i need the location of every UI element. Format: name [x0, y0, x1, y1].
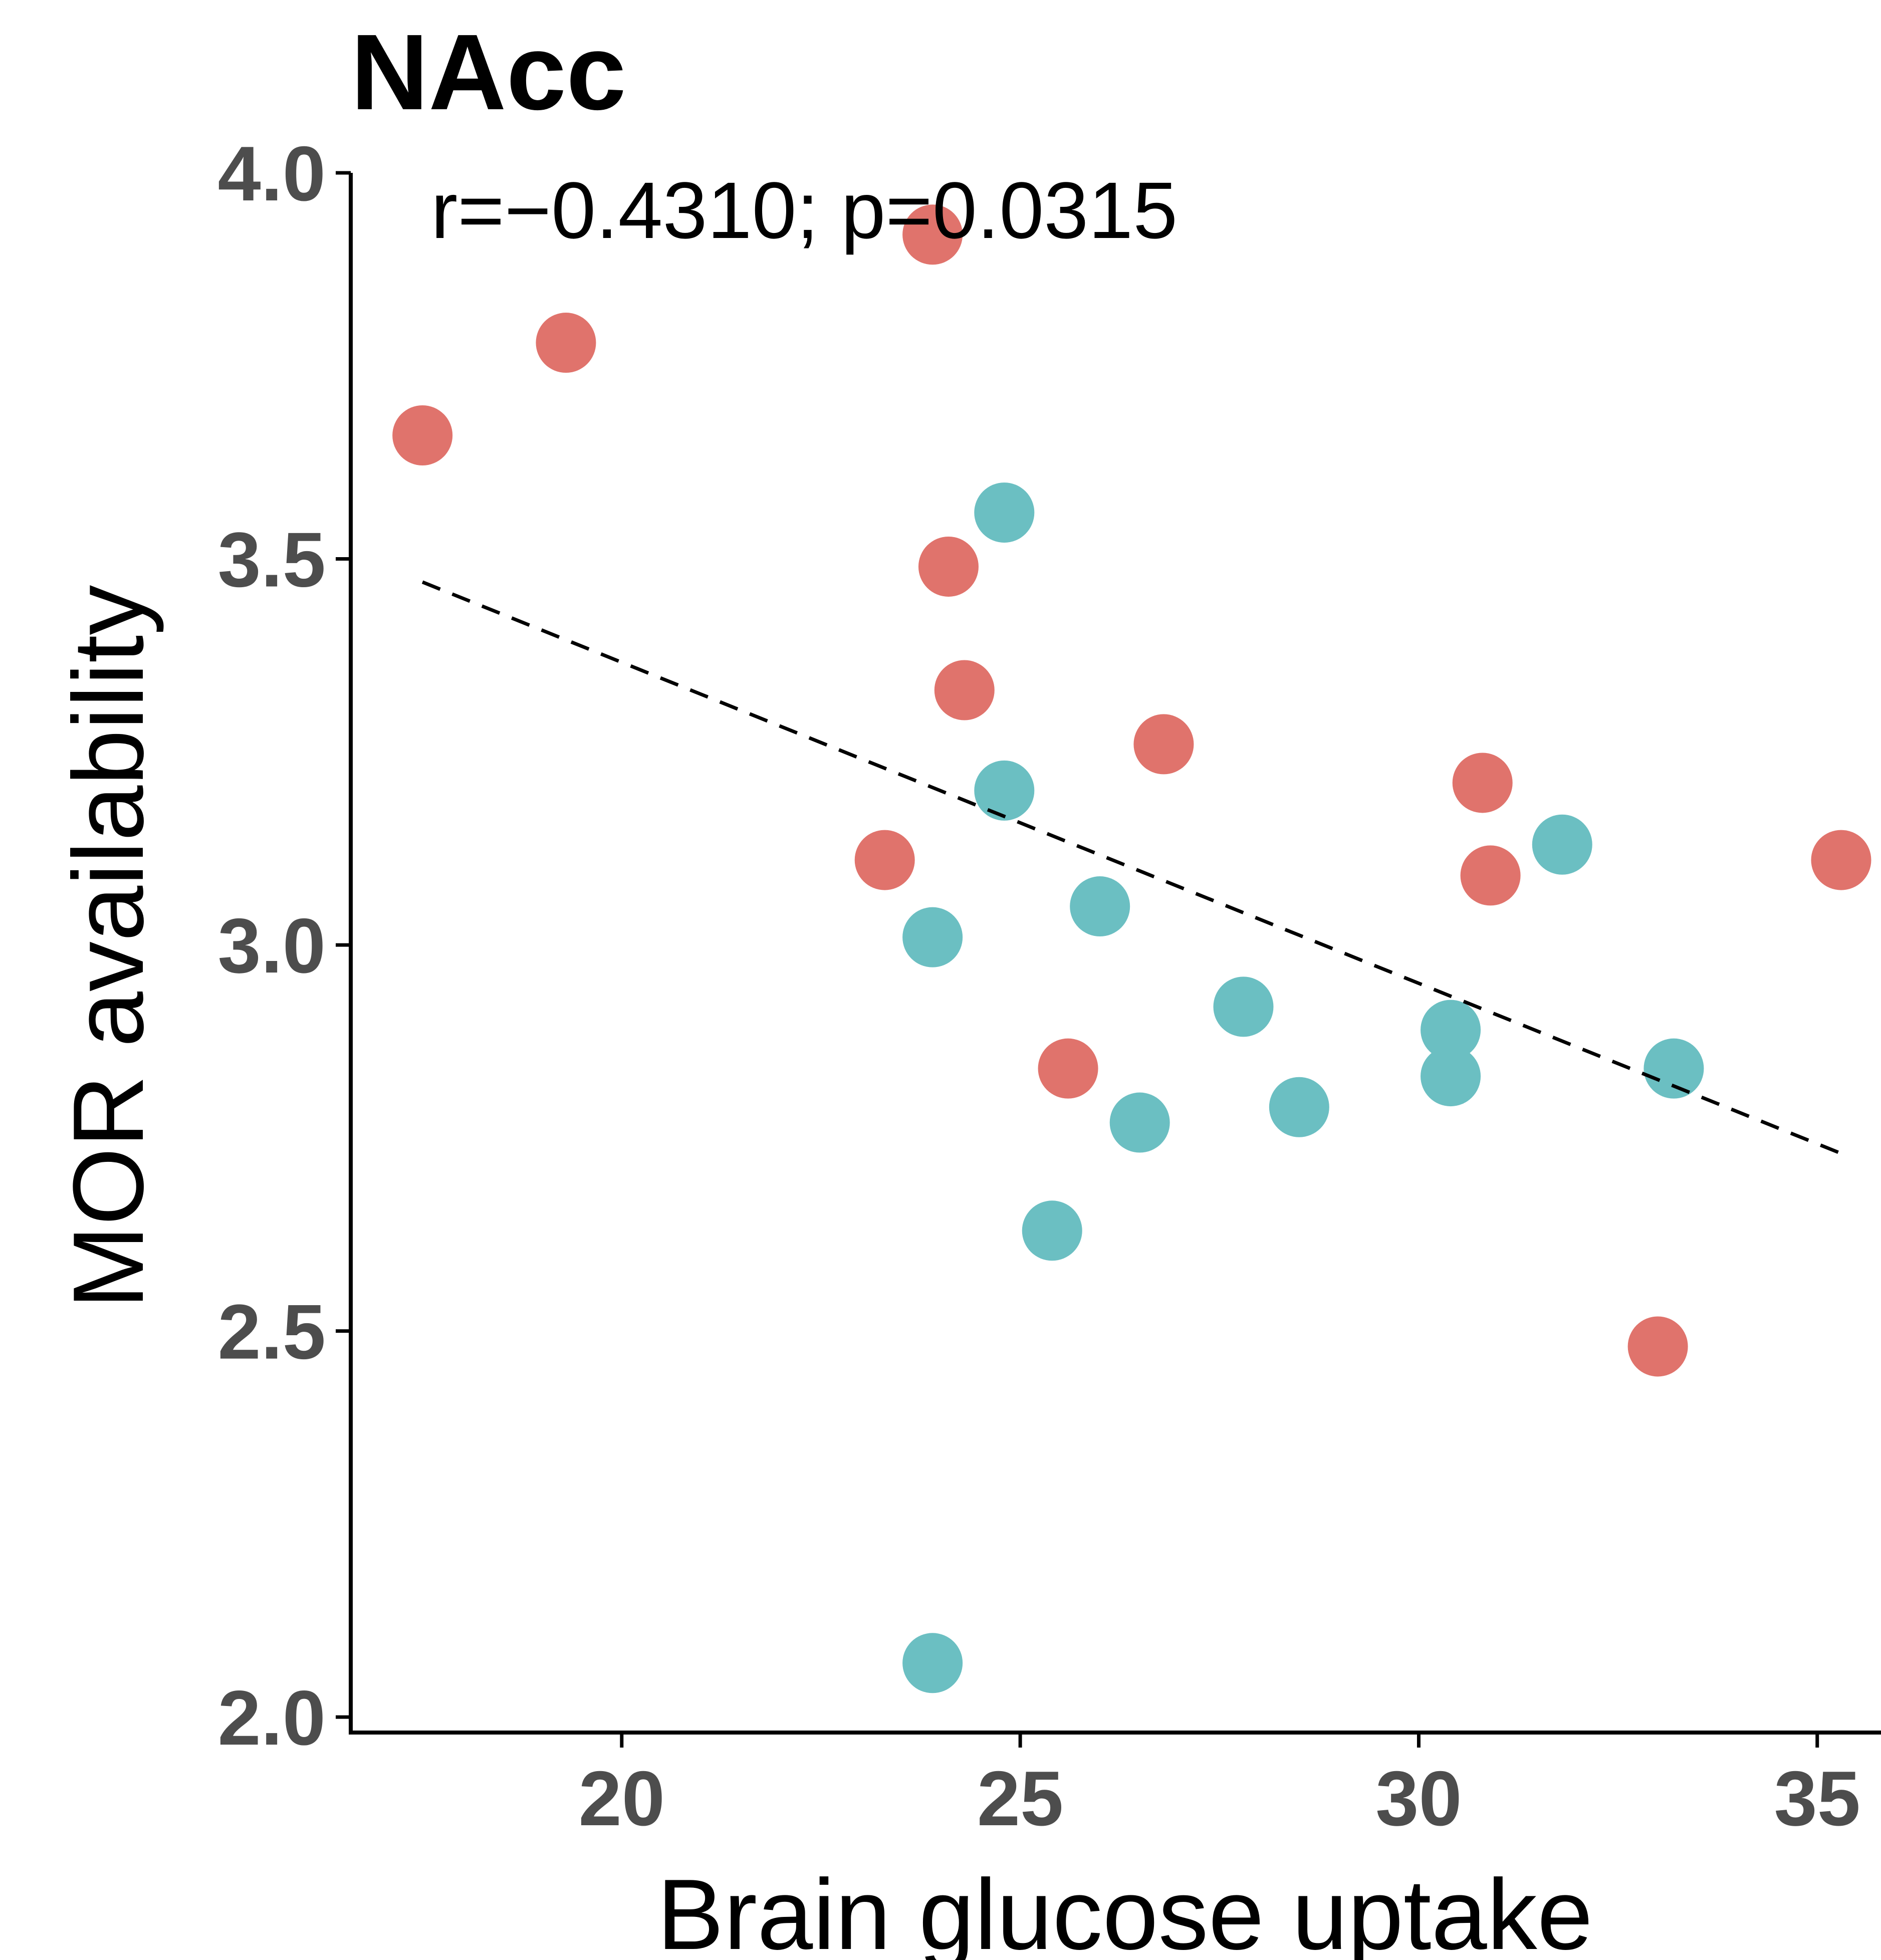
data-point-series2-5	[1213, 976, 1274, 1037]
correlation-annotation: r=−0.4310; p=0.0315	[431, 165, 1178, 255]
data-point-series1-12	[1627, 1316, 1688, 1377]
x-tick-label: 35	[1774, 1755, 1860, 1842]
data-point-series2-11	[1532, 814, 1592, 875]
data-point-series2-4	[1070, 876, 1130, 937]
x-axis-ticks: 20 25 30 35	[579, 1733, 1860, 1842]
data-point-series2-10	[1421, 1046, 1481, 1107]
data-point-series2-9	[1421, 1000, 1481, 1060]
data-point-series1-8	[1038, 1038, 1098, 1099]
data-point-series2-1	[974, 482, 1035, 543]
data-point-series1-9	[1452, 753, 1513, 813]
data-point-series1-4	[918, 536, 979, 597]
y-tick-label: 3.5	[218, 517, 326, 603]
x-axis-title: Brain glucose uptake	[657, 1859, 1593, 1960]
chart-title: NAcc	[351, 12, 626, 132]
data-point-series1-7	[1133, 714, 1194, 775]
data-point-series1-10	[1460, 845, 1521, 906]
data-point-series2-2	[974, 760, 1035, 821]
data-point-series2-12	[1643, 1038, 1704, 1099]
data-point-series1-1	[392, 405, 453, 465]
y-tick-label: 3.0	[218, 902, 326, 989]
trend-line	[421, 580, 1842, 1155]
data-point-series2-7	[1269, 1077, 1329, 1137]
x-tick-label: 30	[1375, 1755, 1462, 1842]
y-tick-label: 2.5	[218, 1289, 326, 1375]
data-point-series2-8	[1022, 1200, 1082, 1261]
data-point-series2-6	[1109, 1092, 1170, 1153]
x-tick-label: 20	[579, 1755, 665, 1842]
data-point-series1-3	[902, 204, 963, 265]
y-tick-label: 4.0	[218, 130, 326, 217]
data-point-series1-5	[934, 660, 995, 720]
data-point-series1-2	[536, 313, 596, 373]
data-point-series1-11	[1811, 830, 1871, 890]
data-point-series1-6	[854, 830, 915, 890]
y-tick-label: 2.0	[218, 1674, 326, 1761]
y-axis-title: MOR availability	[53, 585, 164, 1309]
y-axis-ticks: 2.0 2.5 3.0 3.5 4.0	[218, 130, 351, 1761]
data-point-series2-3	[902, 907, 963, 967]
x-tick-label: 25	[977, 1755, 1063, 1842]
data-point-series2-13	[902, 1633, 963, 1693]
data-points	[392, 204, 1871, 1693]
